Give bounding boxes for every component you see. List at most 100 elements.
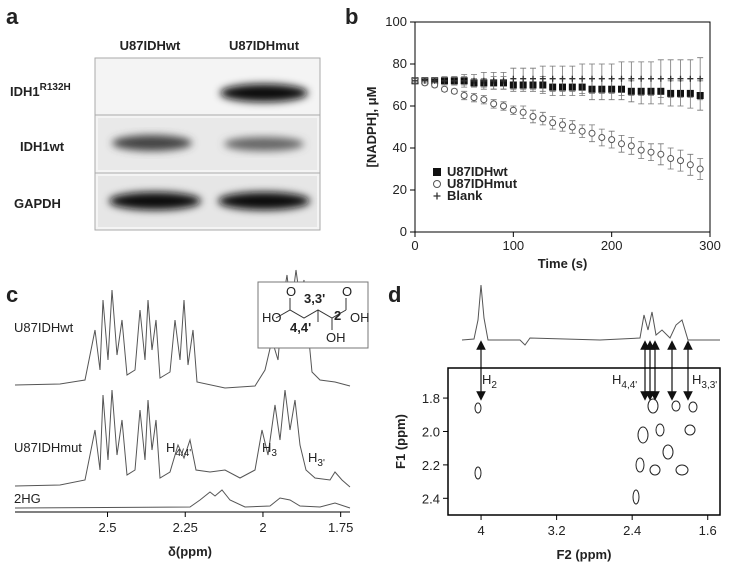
marker [549, 75, 556, 82]
marker [539, 115, 547, 123]
marker [657, 75, 664, 82]
x-tick-label: 100 [502, 238, 524, 253]
y-tick-label: 2.0 [422, 424, 440, 439]
marker [470, 94, 478, 102]
row-label: IDH1R132H [10, 82, 71, 99]
x-tick-label: 2.5 [98, 520, 116, 535]
inset-label: 3,3' [304, 291, 325, 306]
column-label: U87IDHmut [229, 38, 300, 53]
spectrum-trace [14, 489, 351, 509]
contour [671, 400, 681, 412]
marker [549, 119, 557, 127]
y-tick-label: 100 [385, 14, 407, 29]
marker [638, 75, 645, 82]
marker [433, 168, 441, 176]
row-label: IDH1wt [20, 139, 65, 154]
trace-label: U87IDHwt [14, 320, 74, 335]
x-tick-label: 4 [477, 523, 484, 538]
row-label: GAPDH [14, 196, 61, 211]
inset-label: OH [326, 330, 346, 345]
legend-label: U87IDHmut [447, 176, 518, 191]
band [112, 135, 192, 151]
marker [677, 157, 684, 165]
marker [568, 123, 576, 131]
marker [569, 75, 576, 82]
marker [520, 75, 527, 82]
contour [684, 424, 696, 436]
contour [474, 402, 482, 414]
inset-label: HO [262, 310, 282, 325]
spectrum-trace [14, 269, 351, 389]
marker [589, 75, 595, 82]
contour [688, 401, 698, 413]
band [224, 137, 304, 151]
trace-label: U87IDHmut [14, 440, 82, 455]
marker [451, 77, 458, 84]
x-tick-label: 0 [411, 238, 418, 253]
legend-label: U87IDHwt [447, 164, 508, 179]
y-tick-label: 40 [393, 140, 407, 155]
panel-label: d [388, 282, 401, 307]
inset-frame [257, 281, 369, 349]
y-axis-label: F1 (ppm) [393, 414, 408, 469]
inset-label: 4,4' [290, 320, 311, 335]
y-tick-label: 80 [393, 56, 407, 71]
contour [649, 464, 661, 476]
band [218, 192, 310, 210]
marker [618, 75, 625, 82]
marker [529, 113, 537, 120]
spectrum-trace [14, 389, 351, 488]
marker [421, 77, 428, 84]
contour [655, 423, 665, 437]
panel-label: b [345, 4, 358, 29]
marker [412, 77, 418, 84]
marker [480, 77, 487, 84]
marker [461, 77, 468, 84]
marker [539, 75, 546, 82]
x-tick-label: 2 [259, 520, 266, 535]
marker [696, 165, 704, 173]
y-tick-label: 1.8 [422, 391, 440, 406]
y-tick-label: 60 [393, 98, 407, 113]
contour [632, 489, 640, 505]
marker [441, 77, 448, 84]
contour [637, 426, 649, 444]
x-tick-label: 2.4 [623, 523, 641, 538]
annotation: H4,4' [612, 372, 637, 391]
marker [510, 75, 517, 82]
y-axis-label: [NADPH], μM [364, 87, 379, 168]
x-axis-label: F2 (ppm) [557, 547, 612, 562]
marker [431, 77, 438, 84]
plot-frame [447, 367, 721, 516]
marker [500, 77, 507, 84]
inset-labels: 3,3' 2 4,4' HO OH O O OH [262, 284, 370, 345]
band [220, 84, 308, 102]
annotation: H3' [308, 450, 325, 469]
column-label: U87IDHwt [120, 38, 181, 53]
x-tick-label: 200 [601, 238, 623, 253]
inset-label: O [286, 284, 296, 299]
marker [490, 77, 497, 84]
marker [637, 146, 645, 154]
x-tick-label: 1.75 [328, 520, 353, 535]
plot-frame [414, 21, 711, 233]
molecule [275, 298, 347, 330]
marker [667, 155, 675, 162]
marker [433, 180, 441, 188]
marker [608, 75, 615, 82]
x-axis-label: δ(ppm) [168, 544, 212, 559]
marker [578, 127, 586, 135]
marker [559, 121, 566, 129]
marker [471, 77, 477, 84]
marker [441, 85, 448, 93]
inset-label: 2 [334, 308, 341, 323]
y-tick-label: 0 [400, 224, 407, 239]
trace-label: 2HG [14, 491, 41, 506]
contour [675, 464, 689, 476]
inset-label: OH [350, 310, 370, 325]
x-tick-label: 1.6 [699, 523, 717, 538]
marker [648, 75, 654, 82]
legend-label: Blank [447, 188, 483, 203]
